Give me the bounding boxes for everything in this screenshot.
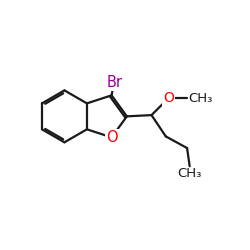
Text: Br: Br [106,75,122,90]
Text: CH₃: CH₃ [188,92,212,105]
Text: O: O [163,91,174,105]
Text: O: O [106,130,118,145]
Text: CH₃: CH₃ [178,168,202,180]
